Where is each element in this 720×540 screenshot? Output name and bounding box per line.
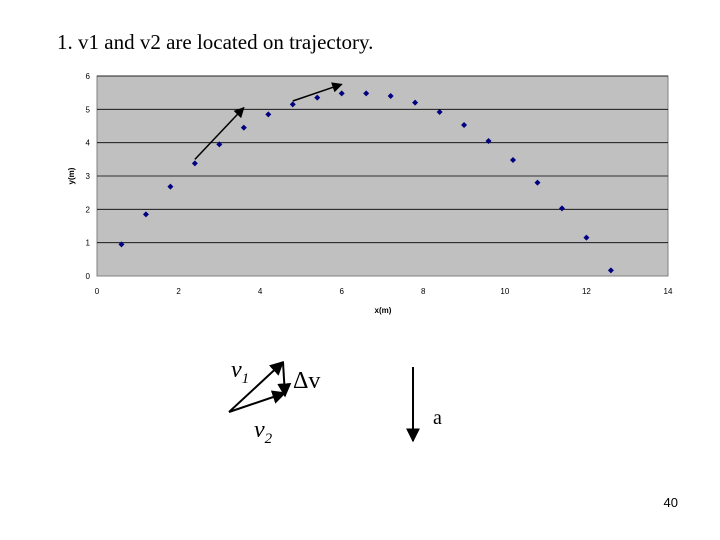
y-axis-label: y(m)	[67, 167, 76, 184]
slide-title: 1. v1 and v2 are located on trajectory.	[57, 30, 374, 54]
data-point	[265, 111, 272, 118]
data-point	[118, 241, 125, 248]
v1-vector-arrow	[228, 361, 285, 413]
svg-text:v1: v1	[231, 357, 249, 387]
v2-vector-arrow	[228, 390, 287, 413]
data-point	[363, 90, 370, 97]
x-tick-label: 0	[95, 287, 100, 296]
v1-trajectory-arrow	[194, 106, 245, 160]
data-point	[485, 138, 492, 144]
v1-symbol: v	[231, 357, 242, 383]
data-point	[289, 101, 296, 108]
v1-subscript: 1	[242, 371, 250, 387]
data-point	[461, 122, 468, 128]
data-point	[583, 234, 590, 241]
y-tick-label: 5	[86, 105, 91, 114]
y-tick-labels: 0 1 2 3 4 5 6	[86, 72, 91, 281]
data-point	[436, 109, 443, 115]
acceleration-label: a	[433, 407, 442, 429]
x-tick-label: 12	[582, 287, 591, 296]
v2-symbol: v	[254, 417, 265, 443]
data-point	[240, 124, 247, 131]
v2-subscript: 2	[265, 431, 273, 447]
data-point	[142, 211, 149, 218]
delta-v-arrow	[277, 361, 292, 398]
vector-diagram: v1 v2 Δv	[228, 357, 320, 447]
svg-text:v2: v2	[254, 417, 273, 447]
data-point	[534, 179, 541, 186]
data-point	[607, 267, 614, 274]
page-number: 40	[663, 495, 678, 510]
x-tick-label: 14	[664, 287, 673, 296]
y-tick-label: 4	[86, 139, 91, 148]
grid-lines	[97, 75, 668, 244]
data-point	[510, 157, 517, 163]
x-tick-label: 2	[176, 287, 181, 296]
y-tick-label: 3	[86, 172, 91, 181]
v2-trajectory-arrow	[292, 82, 343, 102]
data-point	[387, 93, 394, 99]
x-tick-label: 10	[500, 287, 509, 296]
y-tick-label: 2	[86, 205, 91, 214]
data-point	[314, 94, 321, 101]
x-tick-label: 8	[421, 287, 426, 296]
y-tick-label: 1	[86, 239, 91, 248]
data-point	[558, 205, 565, 212]
data-point	[191, 160, 198, 167]
x-tick-label: 4	[258, 287, 263, 296]
x-axis-label: x(m)	[375, 306, 392, 315]
y-tick-label: 6	[86, 72, 91, 81]
trajectory-velocity-arrows	[194, 82, 343, 160]
data-point	[167, 183, 174, 190]
x-tick-label: 6	[339, 287, 344, 296]
data-points	[118, 90, 614, 274]
x-tick-labels: 0 2 4 6 8 10 12 14	[95, 287, 673, 296]
data-point	[216, 141, 223, 148]
delta-v-label: Δv	[293, 368, 320, 394]
y-tick-label: 0	[86, 272, 91, 281]
data-point	[412, 99, 419, 106]
